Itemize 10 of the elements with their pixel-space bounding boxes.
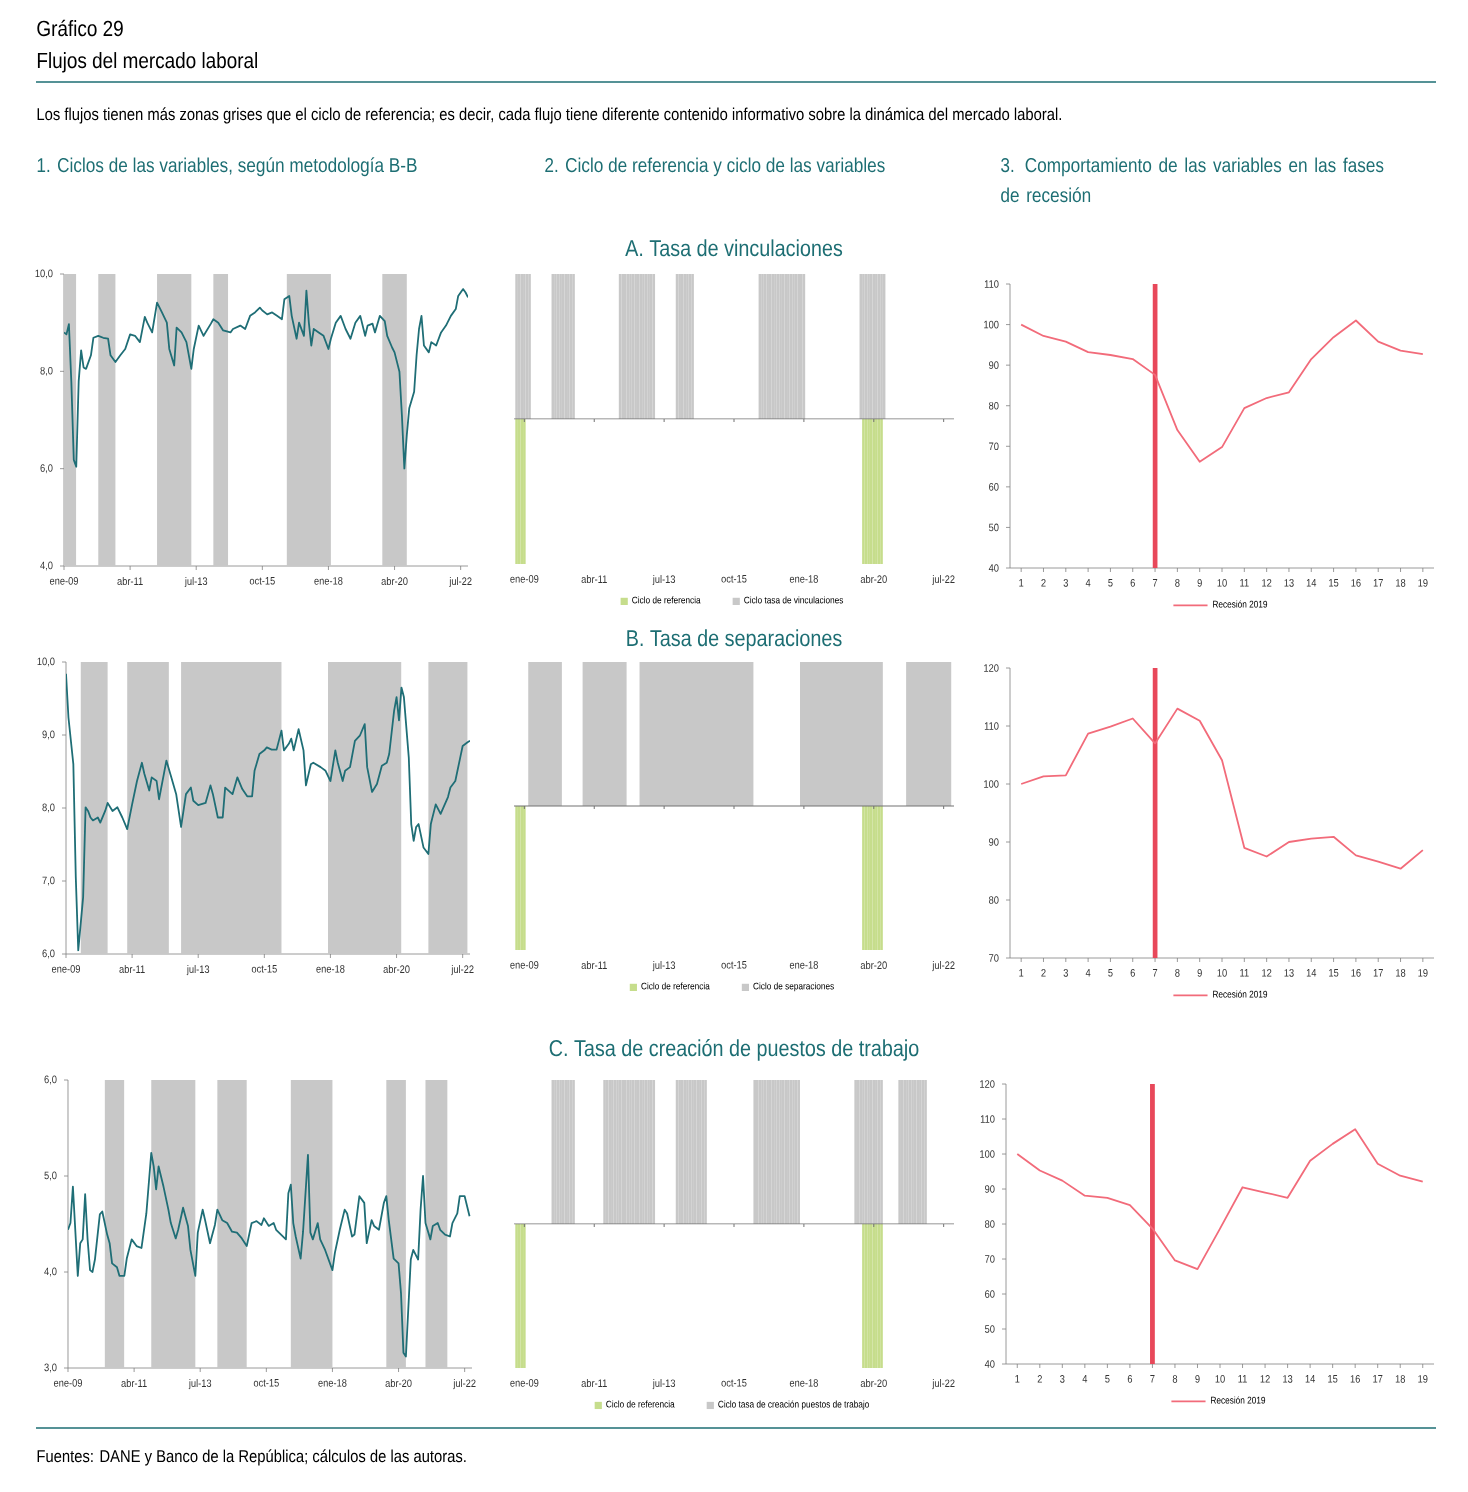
text: Gráfico 29 [37,19,123,37]
chart-subtitle: A. Tasa de vinculaciones [625,239,843,257]
chart-title: B. Tasa de separaciones [627,629,842,651]
text: Flujos del mercado laboral [37,52,257,73]
source-note: Fuentes: DANE y Banco de la República; cálculos de las autoras. [37,1449,466,1466]
chart-title: C. Tasa de creación de puestos de trabajo [549,1039,919,1061]
chart-title: 3. Comportamiento de las variables en las fases de recesión [1001,157,1384,203]
chart-title: 1. Ciclos de las variables, según metodología B-B [37,157,417,177]
chart-title: 2. Ciclo de referencia y ciclo de las variables [545,157,885,177]
text: Los flujos tienen más zonas grises que el ciclo de referencia; es decir, cada flujo tiene diferente contenido informativo sobre la dinámica del mercado laboral. [37,107,1062,124]
